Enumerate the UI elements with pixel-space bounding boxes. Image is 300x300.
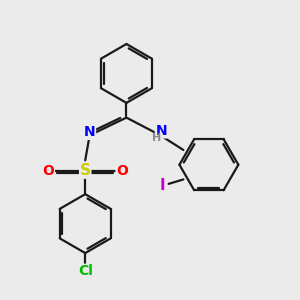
Text: Cl: Cl <box>78 264 93 278</box>
Text: O: O <box>43 164 54 178</box>
Text: N: N <box>155 124 167 138</box>
Text: O: O <box>116 164 128 178</box>
Text: I: I <box>159 178 165 193</box>
Text: H: H <box>152 133 161 142</box>
Text: S: S <box>80 163 91 178</box>
Text: N: N <box>84 125 95 139</box>
